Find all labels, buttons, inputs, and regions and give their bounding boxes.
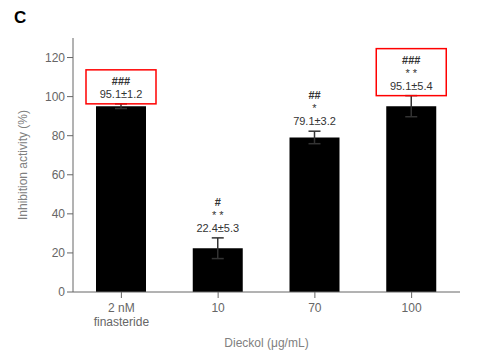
svg-text:60: 60 <box>52 168 66 182</box>
svg-text:* *: * * <box>405 67 417 79</box>
svg-text:70: 70 <box>308 301 322 315</box>
svg-text:2 nMfinasteride: 2 nMfinasteride <box>94 301 150 329</box>
svg-text:22.4±5.3: 22.4±5.3 <box>196 222 239 234</box>
svg-text:20: 20 <box>52 246 66 260</box>
svg-text:* *: * * <box>212 209 224 221</box>
svg-text:100: 100 <box>402 301 422 315</box>
svg-text:Dieckol (μg/mL): Dieckol (μg/mL) <box>224 336 308 350</box>
svg-text:100: 100 <box>45 90 65 104</box>
svg-text:10: 10 <box>211 301 225 315</box>
svg-text:79.1±3.2: 79.1±3.2 <box>293 115 336 127</box>
svg-text:80: 80 <box>52 129 66 143</box>
svg-text:##: ## <box>308 89 320 101</box>
svg-text:0: 0 <box>58 285 65 299</box>
svg-text:###: ### <box>112 75 130 87</box>
svg-text:40: 40 <box>52 207 66 221</box>
svg-text:Inhibition activity (%): Inhibition activity (%) <box>16 110 30 220</box>
svg-text:120: 120 <box>45 51 65 65</box>
html-text:C: C <box>14 8 27 27</box>
svg-text:95.1±5.4: 95.1±5.4 <box>390 80 433 92</box>
svg-text:*: * <box>312 102 317 114</box>
svg-text:###: ### <box>402 54 420 66</box>
svg-text:#: # <box>215 196 221 208</box>
svg-text:95.1±1.2: 95.1±1.2 <box>100 88 143 100</box>
